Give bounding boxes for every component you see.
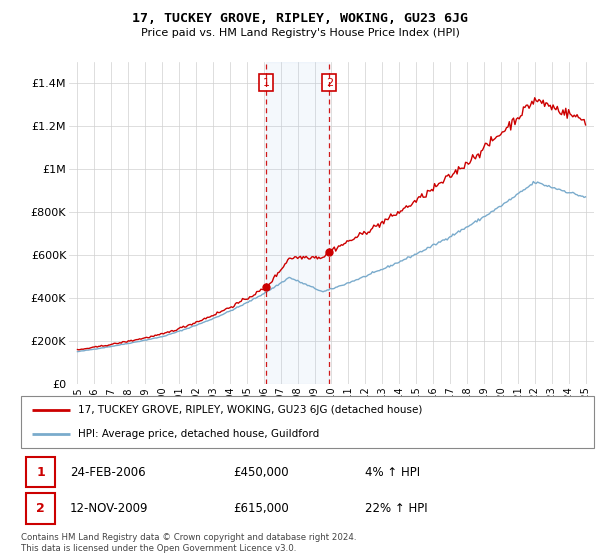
Text: 2: 2 bbox=[326, 77, 333, 87]
Text: 24-FEB-2006: 24-FEB-2006 bbox=[70, 465, 145, 479]
Bar bbox=[266, 62, 329, 384]
Text: £450,000: £450,000 bbox=[233, 465, 289, 479]
Text: 1: 1 bbox=[36, 465, 45, 479]
Bar bbox=[26, 493, 55, 524]
Text: 17, TUCKEY GROVE, RIPLEY, WOKING, GU23 6JG: 17, TUCKEY GROVE, RIPLEY, WOKING, GU23 6… bbox=[132, 12, 468, 25]
Text: 22% ↑ HPI: 22% ↑ HPI bbox=[365, 502, 427, 515]
Text: Contains HM Land Registry data © Crown copyright and database right 2024.
This d: Contains HM Land Registry data © Crown c… bbox=[21, 533, 356, 553]
Text: 4% ↑ HPI: 4% ↑ HPI bbox=[365, 465, 420, 479]
Text: 1: 1 bbox=[263, 77, 270, 87]
Text: 12-NOV-2009: 12-NOV-2009 bbox=[70, 502, 148, 515]
Text: 2: 2 bbox=[36, 502, 45, 515]
Text: HPI: Average price, detached house, Guildford: HPI: Average price, detached house, Guil… bbox=[79, 429, 320, 439]
Text: £615,000: £615,000 bbox=[233, 502, 289, 515]
Bar bbox=[26, 457, 55, 487]
Text: 17, TUCKEY GROVE, RIPLEY, WOKING, GU23 6JG (detached house): 17, TUCKEY GROVE, RIPLEY, WOKING, GU23 6… bbox=[79, 405, 422, 415]
Text: Price paid vs. HM Land Registry's House Price Index (HPI): Price paid vs. HM Land Registry's House … bbox=[140, 28, 460, 38]
